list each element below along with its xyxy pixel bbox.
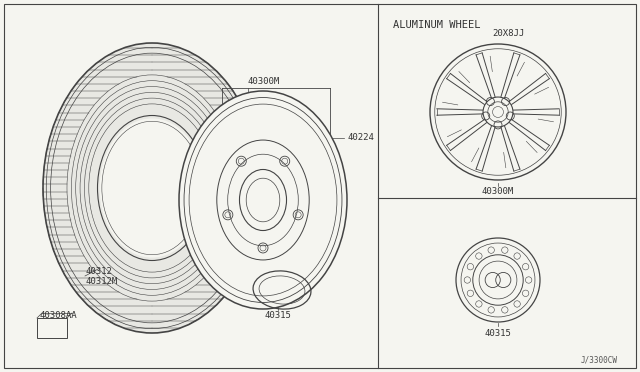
Text: J/3300CW: J/3300CW xyxy=(581,356,618,365)
Text: 40300M: 40300M xyxy=(248,77,280,87)
Bar xyxy=(37,318,67,338)
Text: ALUMINUM WHEEL: ALUMINUM WHEEL xyxy=(393,20,481,30)
Text: 40224: 40224 xyxy=(348,134,375,142)
Text: 40300M: 40300M xyxy=(482,187,514,196)
Text: 40312M: 40312M xyxy=(85,276,117,285)
Text: 40315: 40315 xyxy=(264,311,291,320)
Text: 40308AA: 40308AA xyxy=(40,311,77,321)
Ellipse shape xyxy=(43,43,261,333)
Circle shape xyxy=(429,43,568,182)
Text: 40315: 40315 xyxy=(484,330,511,339)
Circle shape xyxy=(456,238,540,322)
Text: 20X8JJ: 20X8JJ xyxy=(492,29,524,38)
Text: 40312: 40312 xyxy=(85,267,112,276)
Ellipse shape xyxy=(179,91,347,309)
Ellipse shape xyxy=(100,118,204,257)
